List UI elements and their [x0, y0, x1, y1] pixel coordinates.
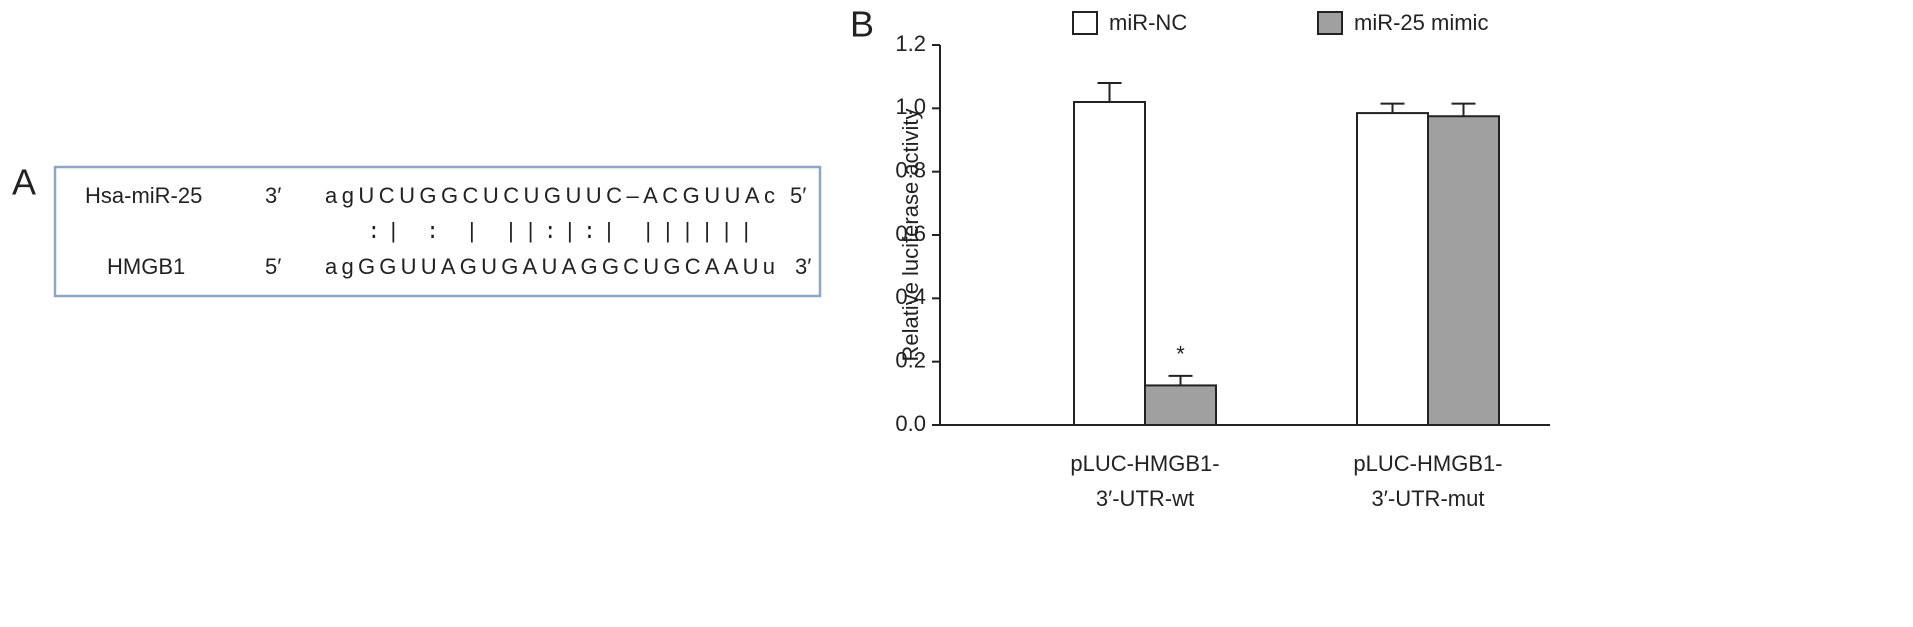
- sequence: agUCUGGCUCUGUUC–ACGUUAc: [325, 183, 775, 208]
- row-end: 5′: [265, 254, 281, 279]
- x-tick-label: pLUC-HMGB1-: [1070, 451, 1219, 476]
- row-end: 3′: [265, 183, 281, 208]
- row-name: Hsa-miR-25: [85, 183, 202, 208]
- error-bar: [1168, 374, 1193, 386]
- sequence: agGGUUAGUGAUAGGCUGCAAUu: [325, 254, 775, 279]
- alignment-box: [53, 165, 822, 298]
- x-tick-label: 3′-UTR-mut: [1372, 486, 1485, 511]
- x-tick-label: pLUC-HMGB1-: [1353, 451, 1502, 476]
- legend-swatch: [1072, 11, 1098, 35]
- y-tick-label: 0.2: [895, 347, 926, 372]
- legend-label: miR-NC: [1109, 10, 1187, 35]
- row-end: 5′: [790, 183, 806, 208]
- x-tick-label: 3′-UTR-wt: [1096, 486, 1194, 511]
- bar: [1427, 115, 1500, 426]
- error-bar: [1097, 82, 1122, 102]
- y-tick-label: 0.0: [895, 411, 926, 436]
- row-name: HMGB1: [107, 254, 185, 279]
- error-bar: [1380, 102, 1405, 114]
- pairing: :| : | ||:|:| ||||||: [328, 220, 759, 245]
- legend-swatch: [1317, 11, 1343, 35]
- legend-label: miR-25 mimic: [1354, 10, 1488, 35]
- y-axis-label: Relative luciferase activity: [898, 108, 923, 361]
- y-tick-label: 1.2: [895, 31, 926, 56]
- error-bar: [1451, 102, 1476, 117]
- significance-mark: *: [1176, 342, 1185, 367]
- panel-label: A: [12, 162, 36, 203]
- y-tick-label: 0.4: [895, 284, 926, 309]
- bar: [1356, 112, 1429, 426]
- row-end: 3′: [795, 254, 811, 279]
- y-tick-label: 0.6: [895, 221, 926, 246]
- bar: [1144, 384, 1217, 426]
- panel-label: B: [850, 4, 874, 45]
- y-tick-label: 1.0: [895, 94, 926, 119]
- y-tick-label: 0.8: [895, 157, 926, 182]
- bar: [1073, 101, 1146, 426]
